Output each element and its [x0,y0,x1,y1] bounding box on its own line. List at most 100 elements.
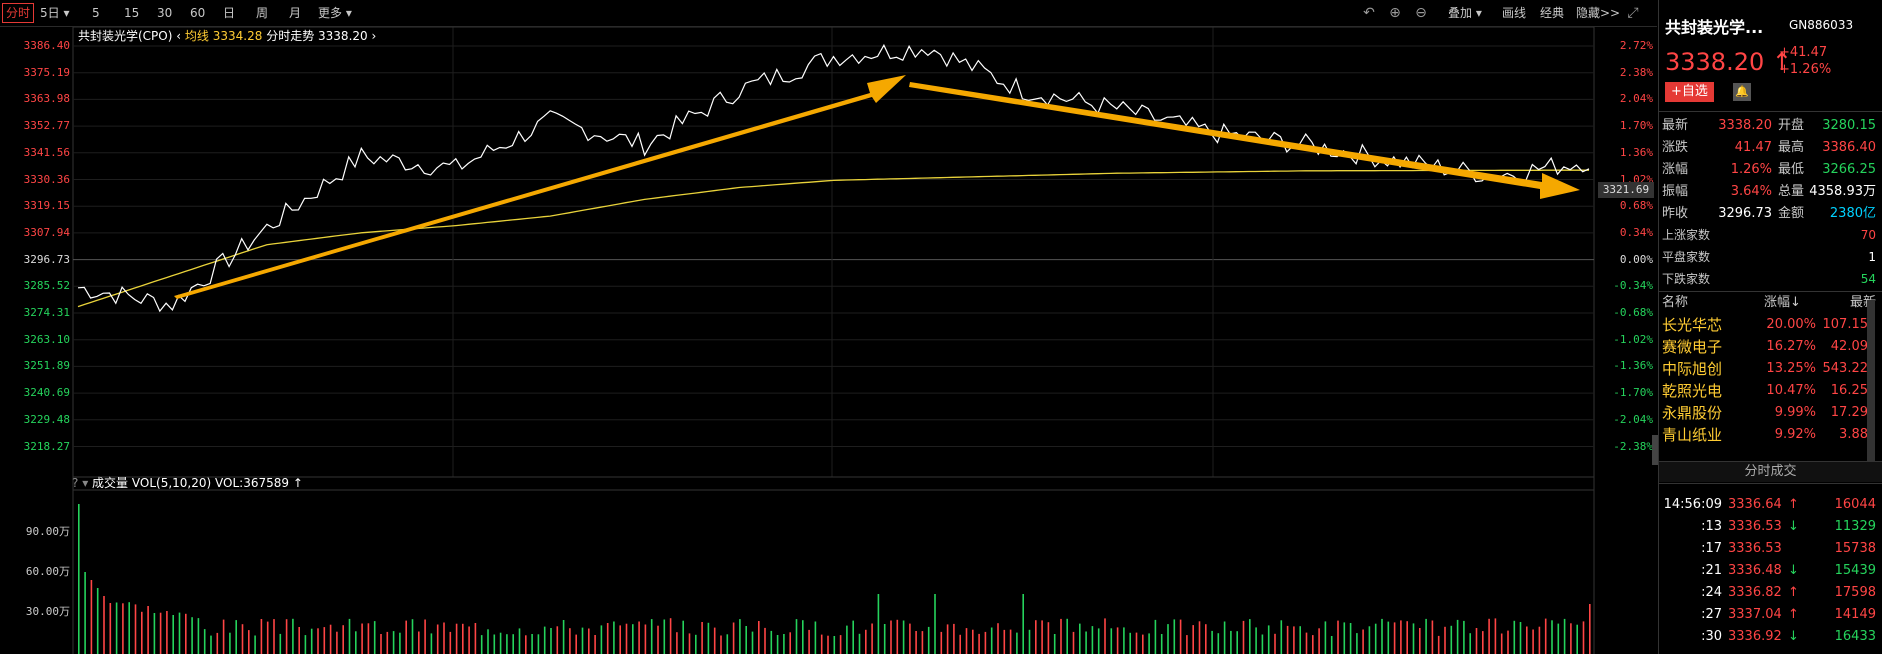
collapse-icon[interactable]: ▾ [82,476,93,490]
volume-bar [638,621,640,654]
tab-month[interactable]: 月 [289,6,302,20]
price-tick: 3263.10 [23,332,70,346]
fullscreen-icon[interactable]: ⤢ [1627,5,1639,21]
volume-bar [1041,620,1043,654]
volume-bar [921,631,924,654]
price-tick: 3307.94 [23,225,70,239]
current-price-tag: 3321.69 [1598,182,1654,198]
volume-bar [1356,633,1358,654]
volume-bar [499,632,502,654]
alert-bell-icon[interactable]: 🔔 [1733,83,1751,101]
percent-tick: 1.70% [1619,119,1653,133]
classic-button[interactable]: 经典 [1540,6,1565,20]
volume-bar [191,617,193,654]
volume-bar [336,631,338,654]
volume-bar [1280,620,1283,654]
constituent-row[interactable]: 永鼎股份 9.99% 17.29 [1662,404,1868,422]
volume-bar [96,588,99,654]
stock-name: 共封装光学... [1665,18,1764,37]
volume-bar [1374,623,1377,654]
volume-bar [455,623,458,654]
volume-bar [1337,620,1339,654]
volume-bar [380,634,382,654]
volume-bar [1047,622,1050,654]
price-tick: 3218.27 [23,439,70,453]
percent-tick: 0.34% [1619,225,1653,239]
tab-30min[interactable]: 30 [157,6,173,20]
volume-bar [1488,618,1490,654]
volume-bar [1299,626,1301,654]
tab-15min[interactable]: 15 [124,6,140,20]
volume-bar [896,619,899,654]
price-tick: 3352.77 [23,119,70,133]
volume-bar [248,630,250,654]
volume-bar [1444,626,1446,654]
tab-day[interactable]: 日 [223,6,236,20]
tab-intraday[interactable]: 分时 [2,3,35,23]
tab-5day[interactable]: 5日 ▾ [40,6,70,20]
volume-bar [367,623,370,654]
undo-icon[interactable]: ↶ [1363,5,1375,21]
volume-bar [758,621,760,654]
volume-bar [695,634,697,654]
volume-bar [487,629,489,654]
volume-bar [443,622,445,654]
volume-bar [361,623,363,654]
volume-bar [1060,618,1062,654]
zoom-out-icon[interactable]: ⊖ [1415,5,1427,21]
stock-code: GN886033 [1789,18,1854,32]
tab-week[interactable]: 周 [256,6,269,20]
volume-bar [1450,625,1453,654]
volume-bar [1343,622,1346,654]
current-price: 3338.20 ↑ [1665,48,1792,76]
overlay-menu[interactable]: 叠加 ▾ [1448,6,1482,20]
volume-bar [556,626,559,654]
draw-button[interactable]: 画线 [1502,6,1527,20]
constituent-row[interactable]: 赛微电子 16.27% 42.09 [1662,338,1868,356]
volume-bar [613,621,615,654]
volume-bar [1167,624,1169,654]
trade-row: :30 3336.92 ↓ 16433 [1701,629,1876,644]
volume-bar [285,619,288,654]
tab-5min[interactable]: 5 [92,6,100,20]
volume-bar [1028,629,1031,654]
volume-bar [707,622,710,654]
volume-bar [1362,629,1364,654]
intraday-chart[interactable] [0,27,1657,654]
percent-tick: 2.38% [1619,65,1653,79]
volume-bar [795,619,798,654]
volume-bar [418,631,420,654]
tab-60min[interactable]: 60 [190,6,206,20]
volume-bar [424,619,426,654]
list-scrollbar[interactable] [1867,300,1875,470]
constituent-row[interactable]: 长光华芯 20.00% 107.15 [1662,316,1868,334]
volume-bar [147,606,149,654]
panel-toggle-handle[interactable] [1652,435,1658,465]
volume-bar [178,612,181,654]
volume-bar [1160,634,1163,654]
volume-bar [1469,633,1471,654]
volume-bar [820,634,823,654]
trend-arrow-up [174,75,906,299]
volume-bar [1079,623,1081,654]
volume-bar [128,602,130,654]
add-watchlist-button[interactable]: +自选 [1665,82,1714,102]
tab-more[interactable]: 更多 ▾ [318,6,352,20]
price-tick: 3341.56 [23,145,70,159]
constituent-row[interactable]: 中际旭创 13.25% 543.22 [1662,360,1868,378]
percent-tick: -1.02% [1613,332,1653,346]
constituent-row[interactable]: 乾照光电 10.47% 16.25 [1662,382,1868,400]
help-icon[interactable]: ? [72,476,79,490]
constituent-row[interactable]: 青山纸业 9.92% 3.88 [1662,426,1868,444]
volume-bar [1381,618,1383,654]
sort-pct-header[interactable]: 涨幅↓ [1764,295,1801,310]
volume-bar [846,625,848,654]
percent-tick: 2.72% [1619,39,1653,52]
volume-bar [1463,620,1465,654]
volume-bar [990,627,993,654]
volume-bar [1557,623,1560,654]
volume-bar [1022,594,1024,654]
hide-button[interactable]: 隐藏>> [1576,6,1621,20]
zoom-in-icon[interactable]: ⊕ [1389,5,1401,21]
volume-bar [342,625,344,654]
